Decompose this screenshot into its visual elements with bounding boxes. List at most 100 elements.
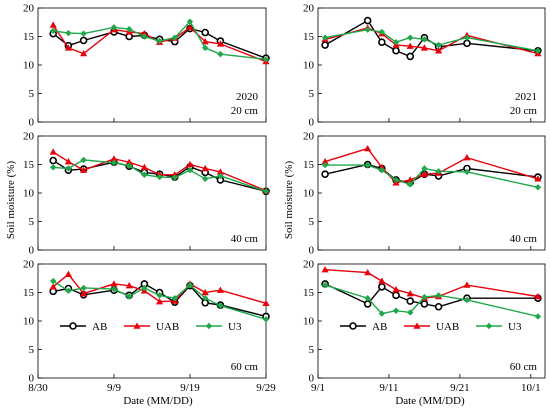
data-point-ab xyxy=(434,302,443,311)
data-point-uab xyxy=(201,164,209,172)
panel-annotation: 20 cm xyxy=(510,105,538,117)
data-point-u3 xyxy=(202,44,209,52)
data-point-ab xyxy=(378,282,386,291)
series-line-u3 xyxy=(324,284,539,318)
data-point-uab xyxy=(378,277,386,284)
data-point-u3 xyxy=(110,24,118,31)
data-point-u3 xyxy=(534,47,542,54)
data-point-ab xyxy=(49,156,58,165)
x-tick-label: 9/1 xyxy=(311,382,325,394)
data-point-u3 xyxy=(378,310,386,317)
data-point-u3 xyxy=(141,171,148,178)
x-tick-label: 9/11 xyxy=(379,382,398,394)
data-point-u3 xyxy=(126,25,133,33)
panel-annotation: 60 cm xyxy=(510,361,538,373)
data-point-u3 xyxy=(262,316,270,323)
data-point-uab xyxy=(406,42,414,49)
data-point-u3 xyxy=(65,29,72,37)
data-point-uab xyxy=(156,298,164,305)
data-point-ab xyxy=(392,291,400,300)
data-point-u3 xyxy=(126,293,133,300)
y-axis-label-left: Soil moisture (%) xyxy=(5,161,17,240)
data-point-u3 xyxy=(364,295,371,302)
series-line-uab xyxy=(325,269,539,299)
data-point-uab xyxy=(125,158,133,165)
data-point-u3 xyxy=(534,313,542,320)
legend-label: UAB xyxy=(156,321,179,333)
legend-label: UAB xyxy=(436,321,459,333)
data-point-uab xyxy=(364,144,372,152)
series-line-uab xyxy=(52,151,267,192)
data-point-ab xyxy=(420,300,429,308)
data-point-ab xyxy=(321,41,329,49)
data-point-u3 xyxy=(364,26,371,33)
y-tick-label: 20 xyxy=(303,131,315,143)
data-point-uab xyxy=(140,30,148,37)
legend-label: U3 xyxy=(228,321,242,333)
data-point-u3 xyxy=(141,33,148,40)
y-tick-label: 10 xyxy=(23,188,35,200)
data-point-u3 xyxy=(407,34,414,41)
series-line-uab xyxy=(52,273,267,304)
data-point-u3 xyxy=(186,281,194,289)
data-point-u3 xyxy=(407,181,414,188)
data-point-uab xyxy=(463,281,471,288)
series-line-u3 xyxy=(325,164,539,188)
data-point-ab xyxy=(406,52,415,61)
series-line-uab xyxy=(52,24,267,63)
data-point-uab xyxy=(186,23,194,31)
data-point-uab xyxy=(140,163,148,171)
panel-annotation: 2021 xyxy=(515,91,537,103)
y-tick-label: 20 xyxy=(23,259,35,271)
data-point-uab xyxy=(534,292,542,300)
panel-annotation: 2020 xyxy=(236,91,259,103)
y-tick-label: 20 xyxy=(303,259,315,271)
data-point-u3 xyxy=(80,30,87,37)
data-point-u3 xyxy=(392,39,400,46)
data-point-uab xyxy=(392,286,400,293)
data-point-uab xyxy=(110,155,118,162)
data-point-uab xyxy=(49,148,57,155)
data-point-u3 xyxy=(321,34,329,41)
data-point-u3 xyxy=(156,173,163,181)
data-point-u3 xyxy=(141,284,148,292)
legend-label: AB xyxy=(92,321,107,333)
data-point-uab xyxy=(321,158,329,165)
y-tick-label: 15 xyxy=(23,159,35,171)
data-point-uab xyxy=(201,38,209,45)
legend-label: U3 xyxy=(508,321,522,333)
data-point-ab xyxy=(363,300,372,308)
y-tick-label: 5 xyxy=(29,216,35,228)
y-tick-label: 0 xyxy=(29,373,35,385)
y-tick-label: 15 xyxy=(23,287,35,299)
data-point-u3 xyxy=(80,284,87,292)
data-point-uab xyxy=(216,40,224,47)
data-point-u3 xyxy=(435,41,442,49)
y-tick-label: 0 xyxy=(309,373,315,385)
data-point-u3 xyxy=(171,174,178,181)
y-tick-label: 20 xyxy=(23,3,35,15)
data-point-uab xyxy=(420,170,429,177)
data-point-ab xyxy=(69,322,77,330)
data-point-uab xyxy=(110,280,118,287)
data-point-uab xyxy=(406,176,414,183)
data-point-uab xyxy=(216,286,224,293)
data-point-uab xyxy=(321,266,329,273)
data-point-uab xyxy=(64,44,72,51)
y-tick-label: 5 xyxy=(29,344,35,356)
data-point-u3 xyxy=(50,27,57,34)
data-point-u3 xyxy=(186,18,194,25)
chart-panel: 0 5 10 15 20 9/1 9/11 9/21 10/1 60 cm AB UAB U3 xyxy=(303,259,546,394)
data-point-uab xyxy=(125,282,133,289)
data-point-uab xyxy=(186,160,194,168)
data-point-u3 xyxy=(156,37,163,45)
data-point-u3 xyxy=(202,295,209,302)
y-tick-label: 15 xyxy=(23,31,35,43)
x-tick-label: 9/9 xyxy=(107,382,122,394)
data-point-u3 xyxy=(435,292,442,299)
data-point-uab xyxy=(378,163,386,171)
legend: AB UAB U3 xyxy=(60,321,242,333)
y-tick-label: 10 xyxy=(303,316,315,328)
y-tick-label: 10 xyxy=(23,316,35,328)
y-tick-label: 20 xyxy=(23,131,35,143)
